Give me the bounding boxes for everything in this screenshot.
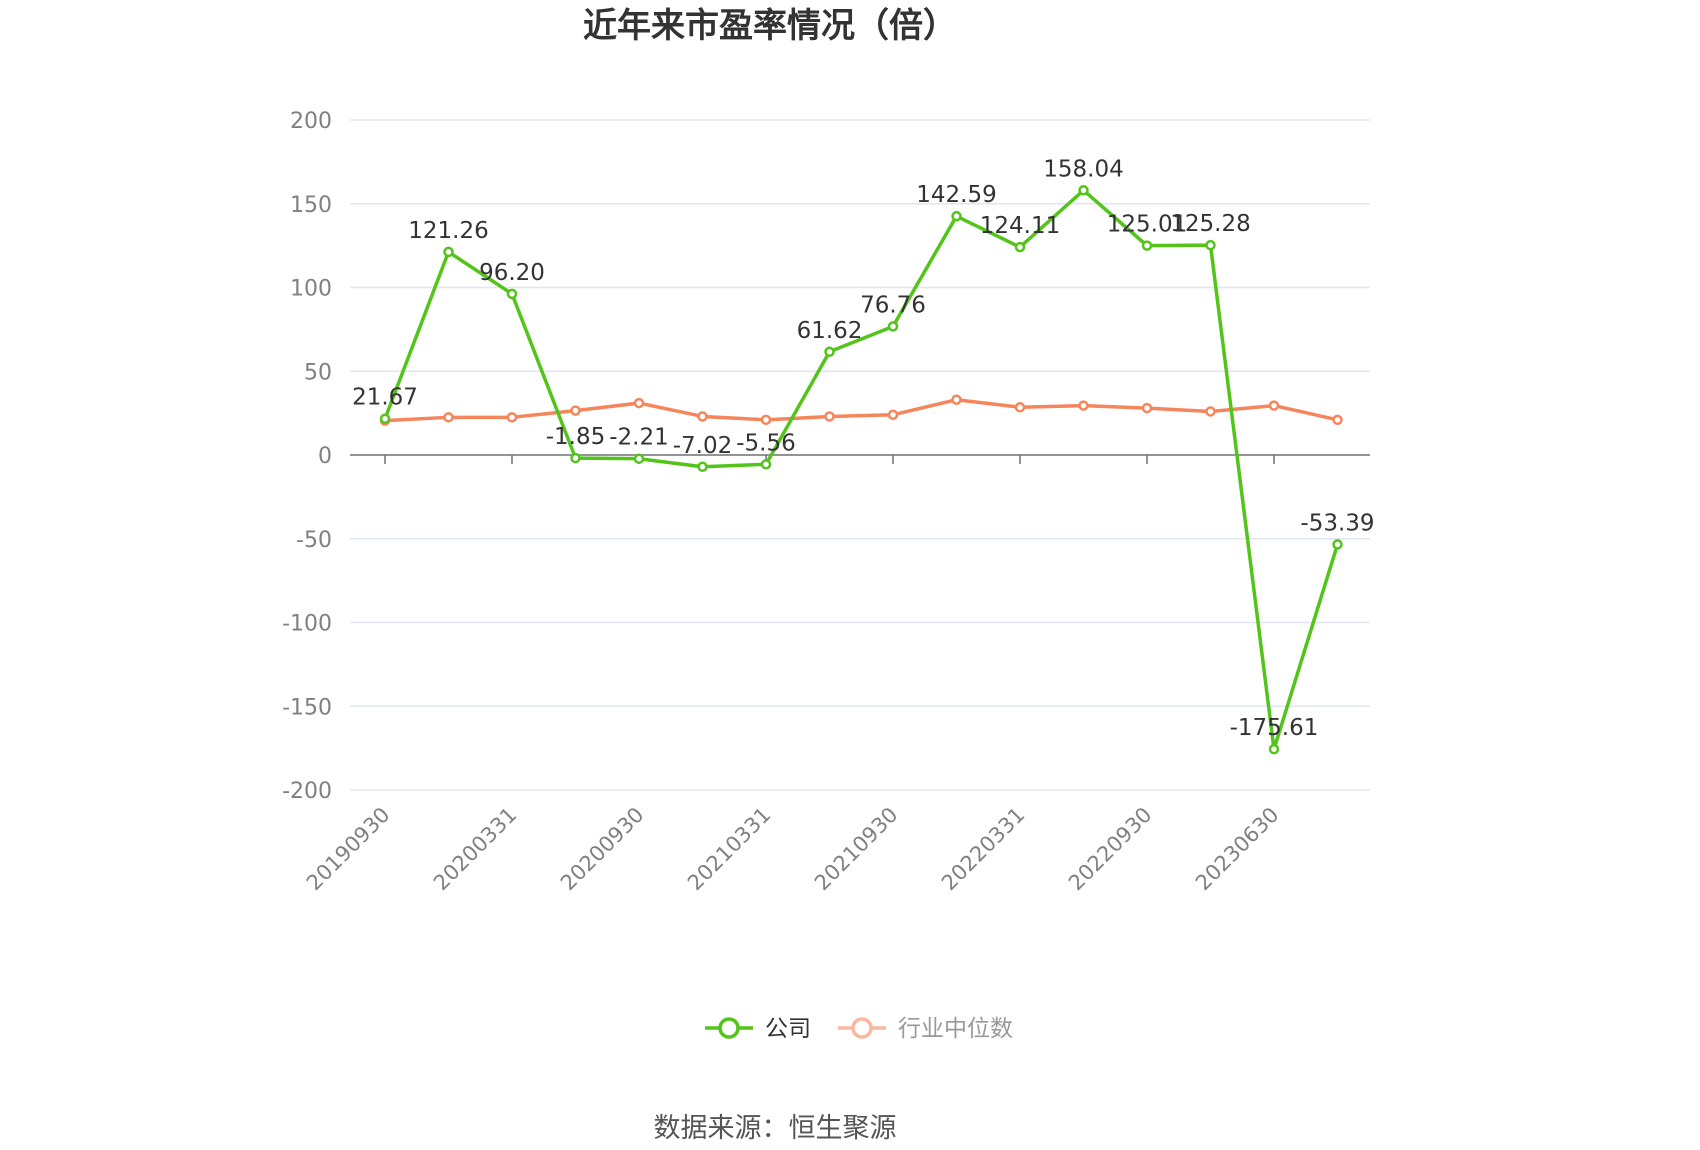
- data-label: -2.21: [609, 425, 669, 451]
- legend-marker: [851, 1017, 873, 1039]
- data-label: 21.67: [352, 385, 418, 411]
- series-layer: [379, 185, 1343, 755]
- data-point[interactable]: [1141, 240, 1153, 251]
- y-tick-label: -100: [282, 612, 332, 637]
- y-tick-label: 50: [304, 360, 332, 385]
- y-tick-label: 150: [290, 193, 332, 218]
- legend-label: 公司: [765, 1016, 811, 1042]
- data-point[interactable]: [951, 394, 962, 405]
- data-point[interactable]: [633, 453, 645, 464]
- series-line-1: [384, 397, 1338, 423]
- data-point[interactable]: [887, 409, 899, 421]
- data-point[interactable]: [697, 411, 708, 422]
- x-tick-label: 20230630: [1191, 803, 1284, 896]
- data-point[interactable]: [887, 321, 899, 332]
- y-tick-label: 100: [290, 277, 332, 302]
- x-axis: 20190930 20200331 20200930 20210331 20210930…: [302, 454, 1370, 896]
- data-label: -7.02: [673, 433, 733, 459]
- data-label: 76.76: [860, 292, 926, 318]
- data-point[interactable]: [570, 452, 581, 464]
- y-tick-label: -50: [296, 528, 332, 553]
- data-point[interactable]: [443, 246, 454, 258]
- data-label: 125.28: [1170, 211, 1250, 237]
- data-point[interactable]: [443, 412, 454, 423]
- y-tick-label: 0: [318, 444, 332, 469]
- x-tick-label: 20220930: [1064, 803, 1157, 896]
- data-point[interactable]: [570, 405, 581, 416]
- data-label: -175.61: [1230, 715, 1319, 741]
- x-tick-label: 20220331: [937, 803, 1030, 896]
- data-point[interactable]: [1014, 241, 1026, 253]
- data-point[interactable]: [1205, 406, 1216, 417]
- data-point[interactable]: [824, 411, 835, 422]
- data-label: 96.20: [479, 260, 545, 286]
- y-tick-label: 200: [290, 109, 332, 134]
- data-point[interactable]: [1014, 402, 1026, 413]
- data-point[interactable]: [1268, 743, 1280, 755]
- x-tick-label: 20200930: [556, 803, 649, 896]
- data-labels: 21.67 121.26 96.20 -1.85 -2.21 -7.02 -5.56 61.6…: [352, 156, 1375, 741]
- data-label: -1.85: [546, 424, 606, 450]
- data-point[interactable]: [760, 459, 772, 470]
- data-point[interactable]: [1078, 185, 1089, 196]
- grid-lines: [350, 119, 1370, 791]
- series-line-0: [383, 188, 1340, 751]
- data-label: 142.59: [916, 182, 996, 208]
- data-point[interactable]: [1141, 402, 1153, 414]
- x-tick-label: 20190930: [302, 803, 395, 896]
- data-point[interactable]: [633, 397, 645, 409]
- data-label: 61.62: [797, 318, 863, 344]
- data-point[interactable]: [824, 346, 835, 358]
- data-point[interactable]: [760, 414, 772, 426]
- data-label: -5.56: [736, 430, 796, 456]
- data-point[interactable]: [1332, 539, 1343, 550]
- data-point[interactable]: [951, 210, 962, 222]
- legend-label: 行业中位数: [898, 1016, 1013, 1042]
- data-point[interactable]: [506, 288, 518, 300]
- data-point[interactable]: [1332, 414, 1343, 426]
- y-tick-label: -200: [282, 779, 332, 804]
- data-point[interactable]: [1078, 400, 1089, 411]
- legend-item[interactable]: 公司: [705, 1016, 811, 1042]
- data-point[interactable]: [1205, 239, 1216, 251]
- y-axis: 200 150 100 50 0 -50 -100 -150 -200: [282, 109, 332, 804]
- legend-item[interactable]: 行业中位数: [838, 1016, 1013, 1042]
- data-label: 158.04: [1043, 156, 1123, 182]
- y-tick-label: -150: [282, 695, 332, 720]
- x-tick-label: 20200331: [429, 803, 522, 896]
- data-point[interactable]: [379, 413, 391, 424]
- x-tick-label: 20210331: [683, 803, 776, 896]
- data-label: -53.39: [1300, 510, 1374, 536]
- data-label: 121.26: [408, 218, 488, 244]
- data-source: 数据来源：恒生聚源: [654, 1113, 897, 1144]
- data-point[interactable]: [506, 412, 518, 423]
- x-tick-label: 20210930: [810, 803, 903, 896]
- legend[interactable]: 公司 行业中位数: [705, 1016, 1013, 1042]
- data-point[interactable]: [1268, 400, 1280, 411]
- data-label: 125.01: [1107, 212, 1187, 238]
- chart-title: 近年来市盈率情况（倍）: [583, 6, 957, 46]
- data-point[interactable]: [697, 461, 708, 473]
- data-label: 124.11: [980, 213, 1060, 239]
- legend-marker: [718, 1017, 740, 1039]
